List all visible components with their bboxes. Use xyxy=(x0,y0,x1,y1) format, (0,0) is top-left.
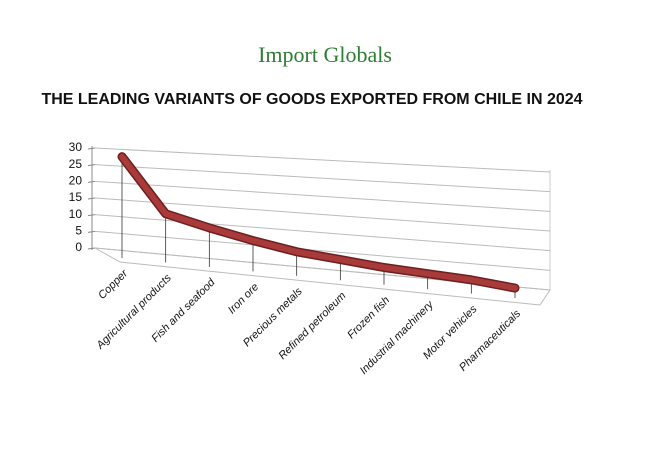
y-tick-label: 10 xyxy=(69,207,83,221)
tick-mark xyxy=(87,230,96,233)
grid-line xyxy=(94,230,551,271)
x-tick-label: Copper xyxy=(96,267,131,302)
x-tick-label: Iron ore xyxy=(226,281,261,316)
chart-title: THE LEADING VARIANTS OF GOODS EXPORTED F… xyxy=(41,91,582,108)
x-tick-label: Frozen fish xyxy=(345,294,392,341)
grid-line xyxy=(94,180,551,212)
tick-mark xyxy=(87,147,96,150)
tick-mark xyxy=(87,164,96,167)
tick-mark xyxy=(87,214,96,217)
y-tick-label: 20 xyxy=(69,174,83,188)
series-line xyxy=(119,153,518,292)
tick-mark xyxy=(87,247,96,250)
y-tick-label: 30 xyxy=(69,140,83,154)
grid-line xyxy=(94,164,551,193)
logo: Import Globals xyxy=(258,42,392,67)
grid-line xyxy=(94,147,551,173)
y-tick-label: 5 xyxy=(75,224,82,238)
tick-mark xyxy=(87,180,96,183)
grid-line xyxy=(94,214,551,252)
grid-line xyxy=(94,197,551,232)
tick-mark xyxy=(87,197,96,200)
y-tick-label: 15 xyxy=(69,190,83,204)
y-tick-label: 0 xyxy=(75,240,82,254)
y-tick-label: 25 xyxy=(69,157,83,171)
